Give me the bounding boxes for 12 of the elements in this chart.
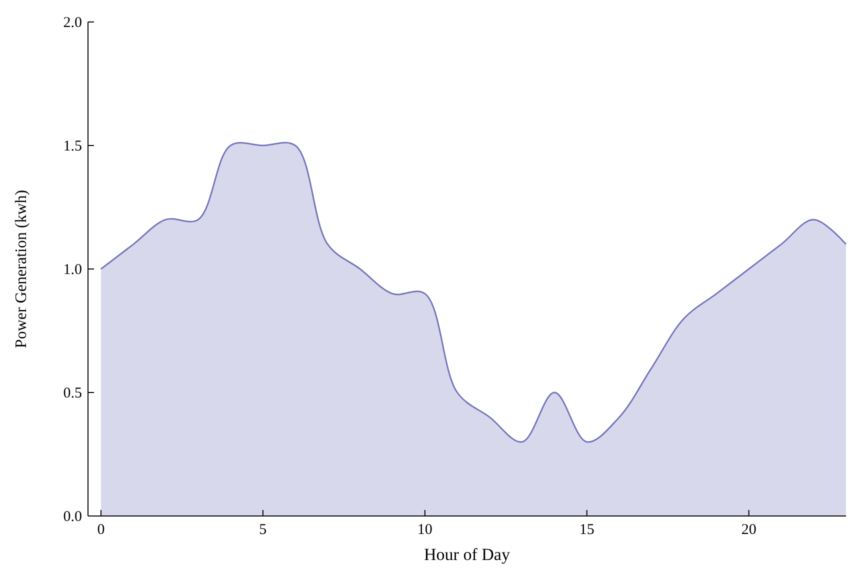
x-tick-label: 0 [97, 522, 105, 538]
y-tick-label: 1.0 [63, 262, 82, 278]
x-axis-title: Hour of Day [424, 545, 510, 564]
x-tick-label: 20 [741, 522, 756, 538]
x-tick-label: 5 [259, 522, 267, 538]
y-tick-label: 2.0 [63, 15, 82, 31]
y-axis-title: Power Generation (kwh) [13, 190, 30, 348]
x-tick-label: 10 [417, 522, 432, 538]
y-tick-label: 0.0 [63, 509, 82, 525]
y-tick-label: 1.5 [63, 138, 82, 154]
y-tick-label: 0.5 [63, 386, 82, 402]
x-tick-label: 15 [579, 522, 594, 538]
